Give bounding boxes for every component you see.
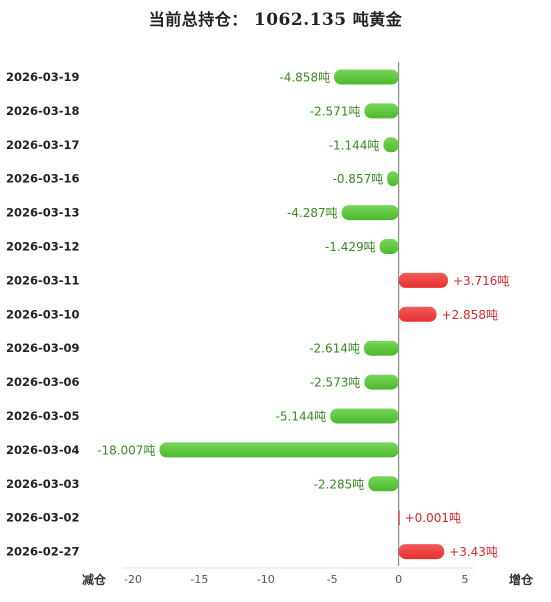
value-label: +3.716吨 (453, 274, 509, 288)
value-label: -2.614吨 (309, 342, 360, 356)
value-label: +3.43吨 (449, 545, 498, 559)
bar (364, 103, 399, 119)
value-label: -1.144吨 (329, 138, 380, 152)
value-label: -2.573吨 (310, 376, 361, 390)
category-label: 2026-02-27 (6, 545, 80, 559)
bar (398, 272, 448, 288)
bar (398, 544, 445, 560)
category-label: 2026-03-05 (6, 409, 80, 423)
bar (398, 306, 437, 322)
x-tick-label: -20 (124, 573, 142, 586)
bar (341, 205, 399, 221)
reduce-position-label: 减仓 (82, 572, 107, 587)
value-label: +2.858吨 (442, 308, 498, 322)
value-label: -4.858吨 (279, 71, 330, 85)
category-label: 2026-03-11 (6, 273, 80, 287)
title-suffix: 吨黄金 (352, 10, 403, 29)
category-label: 2026-03-13 (6, 206, 80, 220)
x-tick-label: -15 (190, 573, 208, 586)
category-label: 2026-03-09 (6, 341, 80, 355)
category-label: 2026-03-19 (6, 70, 80, 84)
bar (387, 171, 399, 187)
category-label: 2026-03-04 (6, 443, 80, 457)
value-label: -5.144吨 (276, 410, 327, 424)
x-tick-label: 5 (462, 573, 469, 586)
bar (364, 374, 399, 390)
category-label: 2026-03-18 (6, 104, 80, 118)
bar (379, 239, 399, 254)
bar (363, 340, 399, 356)
increase-position-label: 增仓 (509, 572, 534, 587)
category-label: 2026-03-02 (6, 511, 80, 525)
value-label: -2.571吨 (310, 104, 361, 118)
bar (398, 510, 400, 526)
category-label: 2026-03-10 (6, 307, 80, 321)
category-label: 2026-03-16 (6, 172, 80, 186)
value-label: -18.007吨 (97, 443, 155, 457)
category-label: 2026-03-03 (6, 477, 80, 491)
value-label: -4.287吨 (287, 206, 338, 220)
title-prefix: 当前总持仓： (148, 10, 248, 29)
bar (330, 408, 399, 424)
bar (368, 476, 399, 492)
category-label: 2026-03-06 (6, 375, 80, 389)
bar (383, 137, 399, 153)
category-label: 2026-03-12 (6, 240, 80, 254)
value-label: -0.857吨 (333, 172, 384, 186)
x-tick-label: -10 (257, 573, 275, 586)
total-holdings-value: 1062.135 (253, 10, 347, 30)
value-label: -2.285吨 (314, 477, 365, 491)
value-label: +0.001吨 (405, 511, 461, 525)
chart-title: 当前总持仓： 1062.135 吨黄金 (0, 6, 551, 30)
x-tick-label: 0 (395, 573, 402, 586)
category-label: 2026-03-17 (6, 138, 80, 152)
bar (159, 442, 399, 458)
x-tick-label: -5 (327, 573, 338, 586)
value-label: -1.429吨 (325, 240, 376, 254)
bar (334, 69, 399, 85)
